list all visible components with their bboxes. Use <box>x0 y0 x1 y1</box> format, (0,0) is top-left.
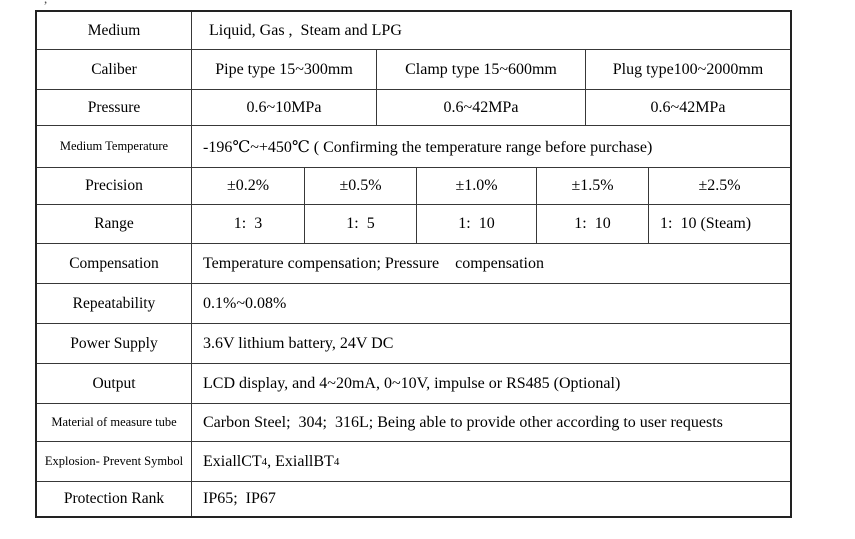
row-label-medium-temperature: Medium Temperature <box>37 126 192 167</box>
spec-cell-range-4: 1: 10 <box>537 205 649 243</box>
row-label-power-supply: Power Supply <box>37 324 192 363</box>
spec-cell-range-1: 1: 3 <box>192 205 305 243</box>
row-label-precision: Precision <box>37 168 192 204</box>
spec-cell-repeatability-value: 0.1%~0.08% <box>203 294 287 312</box>
table-row-material: Material of measure tube Carbon Steel; 3… <box>37 404 790 442</box>
spec-cell-range-5: 1: 10 (Steam) <box>660 215 752 232</box>
row-values: 0.6~10MPa 0.6~42MPa 0.6~42MPa <box>192 90 790 125</box>
row-label-compensation: Compensation <box>37 244 192 283</box>
table-row-repeatability: Repeatability 0.1%~0.08% <box>37 284 790 324</box>
cropped-text-glyph: , <box>44 0 47 5</box>
spec-cell-range-3: 1: 10 <box>417 205 537 243</box>
table-row-compensation: Compensation Temperature compensation; P… <box>37 244 790 284</box>
row-label-repeatability: Repeatability <box>37 284 192 323</box>
row-values: LCD display, and 4~20mA, 0~10V, impulse … <box>192 364 790 403</box>
table-row-medium-temperature: Medium Temperature -196℃~+450℃ ( Confirm… <box>37 126 790 168</box>
row-label-material: Material of measure tube <box>37 404 192 441</box>
spec-cell-caliber-clamp: Clamp type 15~600mm <box>377 50 586 89</box>
table-row-medium: Medium Liquid, Gas , Steam and LPG <box>37 12 790 50</box>
table-row-power-supply: Power Supply 3.6V lithium battery, 24V D… <box>37 324 790 364</box>
spec-table: Medium Liquid, Gas , Steam and LPG Calib… <box>35 10 792 518</box>
spec-cell-medium-temperature-value: -196℃~+450℃ ( Confirming the temperature… <box>203 138 653 156</box>
table-row-output: Output LCD display, and 4~20mA, 0~10V, i… <box>37 364 790 404</box>
spec-cell-range-2: 1: 5 <box>305 205 417 243</box>
spec-cell-output-value: LCD display, and 4~20mA, 0~10V, impulse … <box>203 374 621 392</box>
row-label-pressure: Pressure <box>37 90 192 125</box>
row-values: 0.1%~0.08% <box>192 284 790 323</box>
spec-cell-pressure-3: 0.6~42MPa <box>650 98 726 116</box>
spec-cell-explosion-prevent-value: ExiallCT 4, ExiallBT 4 <box>203 452 340 470</box>
spec-cell-caliber-pipe: Pipe type 15~300mm <box>192 50 377 89</box>
table-row-explosion-prevent: Explosion- Prevent Symbol ExiallCT 4, Exi… <box>37 442 790 482</box>
row-label-output: Output <box>37 364 192 403</box>
table-row-precision: Precision ±0.2% ±0.5% ±1.0% ±1.5% ±2.5% <box>37 168 790 205</box>
table-row-range: Range 1: 3 1: 5 1: 10 1: 10 1: 10 (Steam… <box>37 205 790 244</box>
spec-cell-pressure-2: 0.6~42MPa <box>377 90 586 125</box>
spec-cell-pressure-1: 0.6~10MPa <box>192 90 377 125</box>
row-label-protection-rank: Protection Rank <box>37 482 192 516</box>
row-values: Liquid, Gas , Steam and LPG <box>192 12 790 49</box>
row-label-caliber: Caliber <box>37 50 192 89</box>
explosion-symbol-text-2: , ExiallBT <box>267 452 334 470</box>
spec-cell-precision-1: ±0.2% <box>192 168 305 204</box>
spec-cell-power-supply-value: 3.6V lithium battery, 24V DC <box>203 334 394 352</box>
spec-cell-medium-value: Liquid, Gas , Steam and LPG <box>209 21 402 39</box>
row-values: 3.6V lithium battery, 24V DC <box>192 324 790 363</box>
row-values: ExiallCT 4, ExiallBT 4 <box>192 442 790 481</box>
row-label-medium: Medium <box>37 12 192 49</box>
row-values: IP65; IP67 <box>192 482 790 516</box>
explosion-symbol-text-1: ExiallCT <box>203 452 262 470</box>
row-label-explosion-prevent: Explosion- Prevent Symbol <box>37 442 192 481</box>
row-values: 1: 3 1: 5 1: 10 1: 10 1: 10 (Steam) <box>192 205 790 243</box>
row-values: -196℃~+450℃ ( Confirming the temperature… <box>192 126 790 167</box>
spec-cell-precision-3: ±1.0% <box>417 168 537 204</box>
row-values: ±0.2% ±0.5% ±1.0% ±1.5% ±2.5% <box>192 168 790 204</box>
table-row-protection-rank: Protection Rank IP65; IP67 <box>37 482 790 516</box>
spec-cell-precision-2: ±0.5% <box>305 168 417 204</box>
row-values: Carbon Steel; 304; 316L; Being able to p… <box>192 404 790 441</box>
cropped-text-fragment: , <box>44 0 54 5</box>
row-values: Temperature compensation; Pressure compe… <box>192 244 790 283</box>
spec-cell-material-value: Carbon Steel; 304; 316L; Being able to p… <box>203 413 723 431</box>
table-row-pressure: Pressure 0.6~10MPa 0.6~42MPa 0.6~42MPa <box>37 90 790 126</box>
spec-cell-precision-5: ±2.5% <box>698 177 741 194</box>
table-row-caliber: Caliber Pipe type 15~300mm Clamp type 15… <box>37 50 790 90</box>
spec-cell-compensation-value: Temperature compensation; Pressure compe… <box>203 254 544 272</box>
spec-cell-precision-4: ±1.5% <box>537 168 649 204</box>
spec-cell-protection-rank-value: IP65; IP67 <box>203 490 276 507</box>
row-label-range: Range <box>37 205 192 243</box>
spec-cell-caliber-plug: Plug type100~2000mm <box>612 60 764 78</box>
row-values: Pipe type 15~300mm Clamp type 15~600mm P… <box>192 50 790 89</box>
